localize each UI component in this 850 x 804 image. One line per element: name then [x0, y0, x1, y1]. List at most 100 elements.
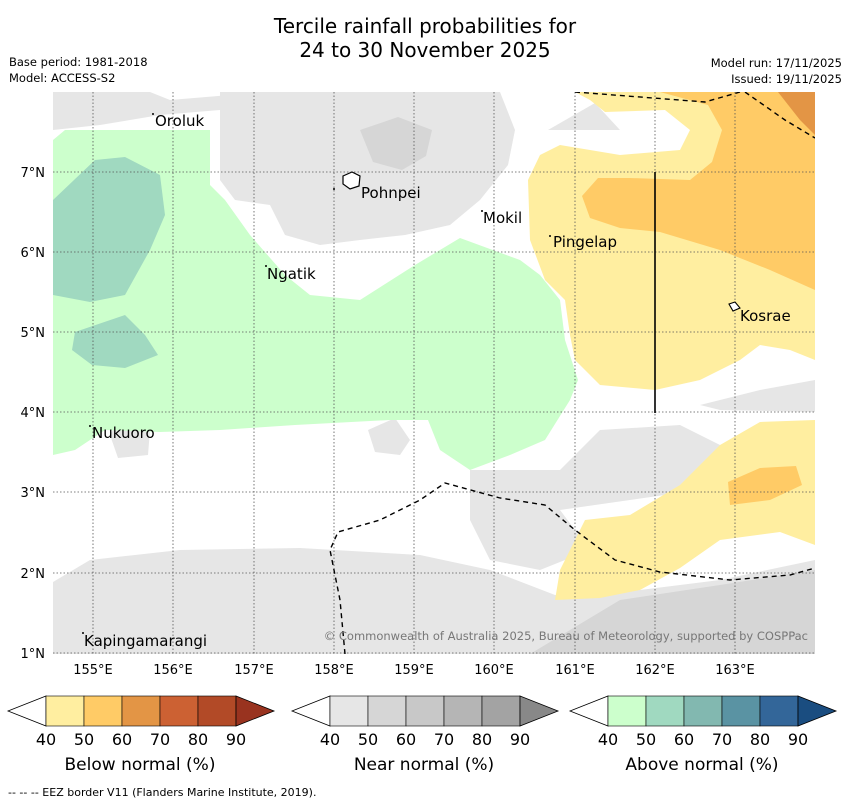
model-run: Model run: 17/11/2025 [710, 56, 842, 70]
place-kosrae: Kosrae [740, 307, 791, 325]
near-colorbar-tick-40: 40 [320, 730, 340, 749]
copyright-notice: © Commonwealth of Australia 2025, Bureau… [324, 629, 808, 643]
lat-tick-labels: 7°N 6°N 5°N 4°N 3°N 2°N 1°N [21, 166, 46, 662]
svg-text:159°E: 159°E [394, 663, 434, 678]
eez-border-north [574, 92, 741, 103]
below-colorbar-segment-70 [159, 695, 199, 727]
eez-border-northeast [744, 92, 815, 139]
place-pingelap: Pingelap [553, 233, 617, 251]
svg-text:163°E: 163°E [715, 663, 755, 678]
legend-label-above: Above normal (%) [625, 755, 779, 775]
above-colorbar-segment-70 [721, 695, 761, 727]
near-normal-area-central [470, 470, 590, 570]
svg-text:7°N: 7°N [21, 166, 46, 181]
below-colorbar-segment-50 [83, 695, 123, 727]
legend-label-below: Below normal (%) [64, 755, 216, 775]
above-colorbar-tick-80: 80 [750, 730, 770, 749]
below-colorbar-segment-40 [45, 695, 85, 727]
svg-text:6°N: 6°N [21, 246, 46, 261]
above-colorbar-tick-40: 40 [598, 730, 618, 749]
near-colorbar-tick-50: 50 [358, 730, 378, 749]
near-colorbar-segment-70 [443, 695, 483, 727]
near-normal-island-patch [368, 418, 410, 455]
legend-label-near: Near normal (%) [353, 755, 495, 775]
below-colorbar-min-arrow [6, 695, 47, 727]
svg-text:158°E: 158°E [314, 663, 354, 678]
near-colorbar-tick-80: 80 [472, 730, 492, 749]
chart-title-line1: Tercile rainfall probabilities for [273, 14, 577, 38]
place-kapingamarangi: Kapingamarangi [84, 632, 207, 650]
eez-borders [329, 92, 815, 654]
near-colorbar-segment-40 [329, 695, 369, 727]
above-colorbar-segment-80 [759, 695, 799, 727]
svg-text:155°E: 155°E [73, 663, 113, 678]
colorbar-near-normal: 40 50 60 70 80 90 [290, 695, 560, 749]
svg-text:162°E: 162°E [635, 663, 675, 678]
svg-text:4°N: 4°N [21, 406, 46, 421]
chart-title-line2: 24 to 30 November 2025 [299, 38, 551, 62]
above-normal-core-southwest [72, 315, 158, 368]
near-normal-area-top [548, 103, 620, 130]
below-normal-core-northeast [582, 92, 815, 290]
above-colorbar-tick-50: 50 [636, 730, 656, 749]
island-markers [82, 113, 551, 634]
below-colorbar-tick-60: 60 [112, 730, 132, 749]
below-colorbar-segment-80 [197, 695, 237, 727]
above-normal-area [53, 130, 578, 470]
svg-text:160°E: 160°E [474, 663, 514, 678]
issued-date: Issued: 19/11/2025 [731, 72, 842, 86]
below-colorbar-tick-80: 80 [188, 730, 208, 749]
near-normal-core-north [360, 117, 432, 170]
above-colorbar-max-arrow [797, 695, 838, 727]
near-colorbar-min-arrow [290, 695, 331, 727]
near-colorbar-segment-50 [367, 695, 407, 727]
below-normal-area-southeast [555, 420, 815, 600]
svg-text:3°N: 3°N [21, 486, 46, 501]
above-colorbar-tick-70: 70 [712, 730, 732, 749]
below-colorbar-tick-40: 40 [36, 730, 56, 749]
lon-tick-labels: 155°E 156°E 157°E 158°E 159°E 160°E 161°… [73, 663, 755, 678]
eez-border-south [329, 482, 815, 654]
legend-colorbars: 40 50 60 70 80 90 40 50 60 70 80 90 40 50 60 70 80 90 [6, 695, 838, 749]
near-normal-area-northwest [53, 92, 240, 130]
near-colorbar-tick-70: 70 [434, 730, 454, 749]
near-colorbar-tick-60: 60 [396, 730, 416, 749]
colorbar-below-normal: 40 50 60 70 80 90 [6, 695, 276, 749]
rainfall-map: Oroluk Pohnpei Mokil Pingelap Ngatik Kos… [21, 92, 815, 678]
near-colorbar-segment-60 [405, 695, 445, 727]
colorbar-above-normal: 40 50 60 70 80 90 [568, 695, 838, 749]
above-normal-core-west [53, 157, 165, 302]
below-colorbar-tick-90: 90 [226, 730, 246, 749]
svg-text:161°E: 161°E [555, 663, 595, 678]
below-normal-core-southeast [728, 466, 802, 505]
kosrae-island [728, 301, 741, 312]
near-colorbar-segment-80 [481, 695, 521, 727]
near-normal-area-east-strip [700, 380, 815, 412]
above-colorbar-segment-40 [607, 695, 647, 727]
svg-text:1°N: 1°N [21, 647, 46, 662]
below-colorbar-max-arrow [235, 695, 276, 727]
near-colorbar-tick-90: 90 [510, 730, 530, 749]
above-colorbar-segment-50 [645, 695, 685, 727]
base-period: Base period: 1981-2018 [9, 55, 148, 69]
above-colorbar-segment-60 [683, 695, 723, 727]
eez-footnote: -- -- -- EEZ border V11 (Flanders Marine… [8, 786, 317, 799]
place-oroluk: Oroluk [155, 112, 204, 130]
pohnpei-island [342, 171, 361, 190]
above-colorbar-tick-90: 90 [788, 730, 808, 749]
svg-text:157°E: 157°E [234, 663, 274, 678]
below-colorbar-tick-50: 50 [74, 730, 94, 749]
below-normal-strong-corner [778, 92, 815, 135]
model-name: Model: ACCESS-S2 [9, 71, 116, 85]
above-colorbar-min-arrow [568, 695, 609, 727]
svg-text:156°E: 156°E [153, 663, 193, 678]
place-ngatik: Ngatik [267, 265, 316, 283]
place-nukuoro: Nukuoro [92, 424, 155, 442]
near-normal-area-north [220, 92, 515, 245]
svg-text:2°N: 2°N [21, 567, 46, 582]
near-normal-core-south [530, 570, 815, 654]
below-colorbar-tick-70: 70 [150, 730, 170, 749]
below-colorbar-segment-60 [121, 695, 161, 727]
near-colorbar-max-arrow [519, 695, 560, 727]
svg-text:5°N: 5°N [21, 326, 46, 341]
